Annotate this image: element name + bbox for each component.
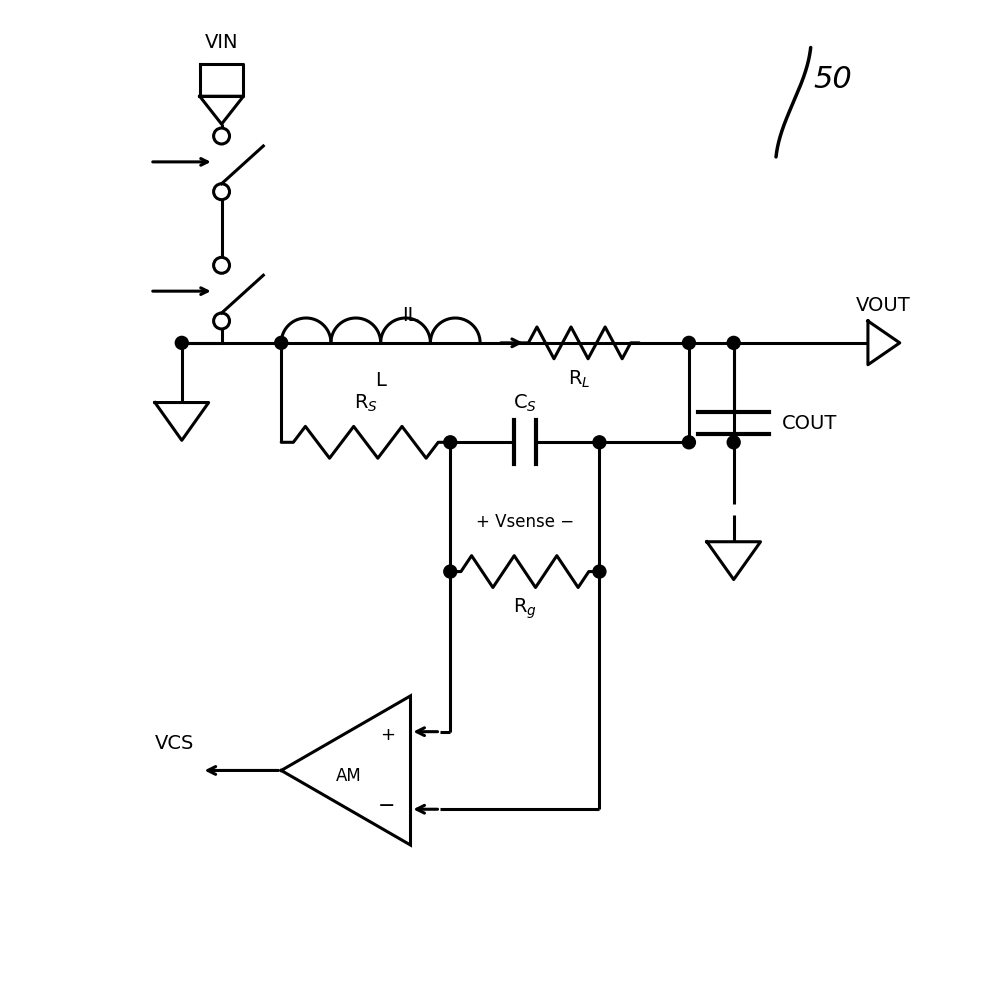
Text: R$_L$: R$_L$ xyxy=(568,369,591,390)
Text: IL: IL xyxy=(402,306,419,325)
Circle shape xyxy=(444,435,457,448)
Circle shape xyxy=(275,336,288,349)
Text: R$_S$: R$_S$ xyxy=(354,393,378,415)
Text: VCS: VCS xyxy=(154,733,194,753)
Text: R$_g$: R$_g$ xyxy=(513,596,537,621)
Text: COUT: COUT xyxy=(781,414,837,433)
Circle shape xyxy=(682,435,695,448)
Text: 50: 50 xyxy=(813,64,852,94)
Text: C$_S$: C$_S$ xyxy=(513,393,537,415)
Circle shape xyxy=(593,565,606,578)
Text: +: + xyxy=(381,726,396,744)
Text: L: L xyxy=(375,371,386,390)
Circle shape xyxy=(727,336,740,349)
Text: AM: AM xyxy=(336,768,361,786)
Circle shape xyxy=(175,336,188,349)
Circle shape xyxy=(444,565,457,578)
Text: + Vsense −: + Vsense − xyxy=(476,513,574,531)
Circle shape xyxy=(727,435,740,448)
Text: −: − xyxy=(378,797,396,816)
Text: VIN: VIN xyxy=(205,34,238,53)
Circle shape xyxy=(593,435,606,448)
Text: VOUT: VOUT xyxy=(855,296,910,315)
Circle shape xyxy=(682,336,695,349)
